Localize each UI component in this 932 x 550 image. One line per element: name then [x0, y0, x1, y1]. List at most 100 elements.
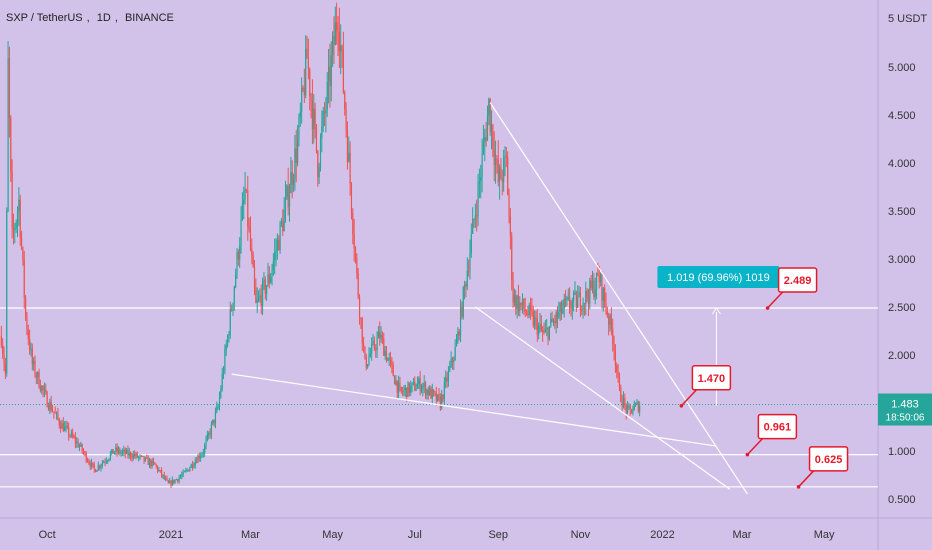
candle-body — [341, 45, 343, 50]
candle-body — [422, 386, 424, 389]
candle-body — [547, 328, 549, 340]
candle-body — [399, 382, 401, 388]
candle-body — [583, 302, 586, 305]
candle-body — [542, 330, 544, 333]
candle-body — [458, 331, 460, 336]
candle-body — [466, 270, 468, 287]
candle-body — [53, 411, 55, 413]
y-tick-label: 5.000 — [888, 62, 916, 74]
candle-body — [226, 335, 229, 346]
candle-body — [301, 87, 303, 112]
candle-body — [524, 309, 526, 312]
candle-body — [605, 302, 607, 312]
candle-body — [376, 338, 378, 351]
candle-body — [534, 317, 536, 326]
candle-body — [295, 148, 297, 164]
candle-body — [270, 276, 272, 283]
candle-body — [47, 406, 50, 410]
candle-body — [349, 152, 351, 185]
candle-body — [244, 189, 246, 200]
candle-body — [73, 436, 75, 438]
candle-body — [620, 387, 622, 402]
candle-body — [550, 318, 552, 327]
candle-body — [10, 117, 12, 173]
candle-body — [442, 394, 444, 400]
candle-body — [189, 467, 191, 472]
candle-body — [419, 378, 421, 391]
callout-anchor — [765, 306, 770, 310]
candle-body — [493, 149, 495, 166]
candle-body — [434, 391, 436, 393]
candle-body — [322, 110, 324, 127]
candle-body — [403, 390, 405, 393]
candle-body — [585, 290, 587, 305]
callout-anchor — [679, 403, 684, 408]
candle-body — [271, 269, 273, 277]
candle-body — [532, 311, 534, 326]
candle-body — [84, 452, 86, 454]
candle-body — [100, 465, 102, 468]
candle-body — [473, 219, 475, 221]
candle-body — [140, 455, 142, 457]
candle-body — [484, 137, 486, 143]
candle-body — [253, 267, 256, 288]
candle-body — [511, 235, 513, 280]
candle-body — [144, 457, 147, 461]
candle-body — [7, 58, 9, 212]
candle-body — [521, 298, 524, 305]
candle-body — [93, 464, 95, 470]
candle-body — [630, 408, 633, 414]
candle-body — [239, 246, 241, 260]
candle-body — [564, 298, 567, 301]
candle-body — [540, 323, 542, 331]
candle-body — [85, 452, 87, 461]
x-tick-label: Sep — [488, 529, 508, 541]
candle-body — [515, 294, 517, 309]
candle-body — [516, 296, 518, 309]
candle-body — [505, 155, 507, 158]
candle-body — [103, 461, 105, 463]
candle-body — [569, 297, 571, 308]
candle-body — [167, 480, 169, 484]
candle-body — [235, 274, 237, 287]
callout-pointer — [746, 436, 765, 456]
candle-body — [229, 309, 231, 335]
candle-body — [261, 281, 264, 307]
candle-body — [65, 426, 67, 428]
candle-body — [55, 412, 58, 414]
candle-body — [39, 387, 41, 391]
candle-body — [566, 297, 568, 301]
candle-body — [61, 422, 63, 429]
candle-body — [573, 292, 575, 302]
price-scale — [878, 0, 932, 550]
candle-body — [200, 456, 202, 459]
measure-label-box — [657, 266, 780, 289]
candle-body — [42, 386, 44, 391]
candle-body — [373, 341, 375, 349]
candle-body — [318, 166, 320, 178]
candle-body — [15, 221, 17, 229]
y-unit-label: 5 USDT — [888, 13, 927, 25]
candle-body — [468, 270, 470, 272]
candle-body — [358, 296, 361, 318]
candle-body — [563, 298, 565, 309]
callout-label: 1.470 — [698, 373, 726, 385]
candle-body — [449, 366, 451, 371]
candle-body — [543, 332, 545, 334]
candle-body — [208, 433, 210, 435]
candle-body — [608, 315, 610, 325]
candle-body — [41, 386, 43, 391]
candle-body — [525, 311, 528, 315]
x-tick-label: Oct — [39, 529, 56, 541]
trendline — [475, 306, 731, 490]
candle-body — [635, 403, 637, 406]
candle-body — [174, 479, 176, 483]
candle-body — [27, 330, 29, 339]
candle-body — [428, 387, 431, 395]
candle-body — [636, 402, 638, 404]
candle-body — [529, 305, 532, 309]
candle-body — [177, 479, 179, 482]
candle-body — [159, 470, 161, 472]
